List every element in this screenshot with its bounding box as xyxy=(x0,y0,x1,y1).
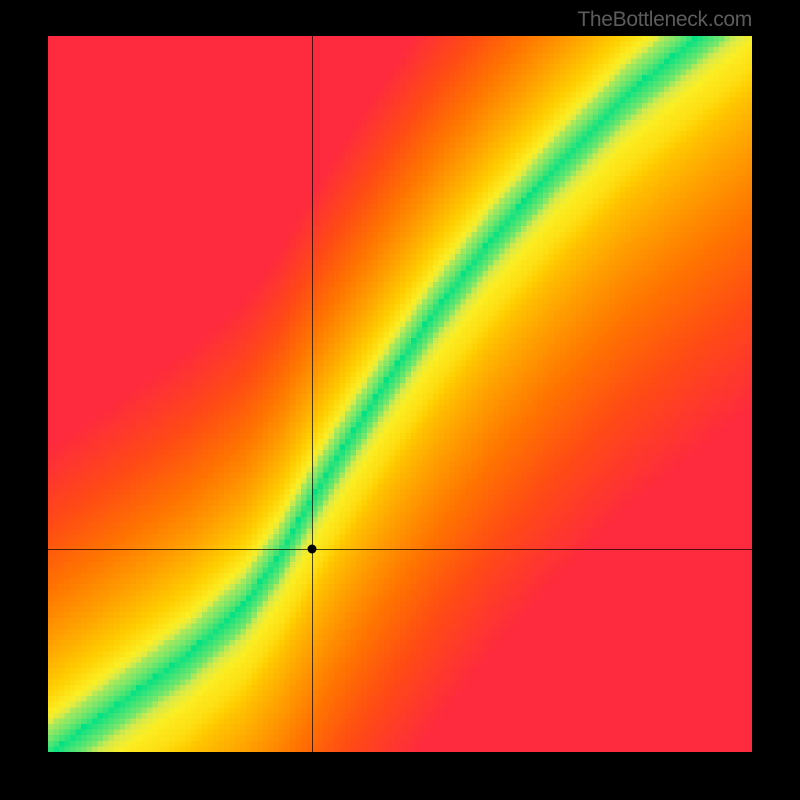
crosshair-vertical xyxy=(312,36,313,752)
bottleneck-heatmap xyxy=(48,36,752,752)
crosshair-horizontal xyxy=(48,549,752,550)
heatmap-canvas xyxy=(48,36,752,752)
watermark-text: TheBottleneck.com xyxy=(577,8,752,32)
crosshair-marker xyxy=(308,545,317,554)
